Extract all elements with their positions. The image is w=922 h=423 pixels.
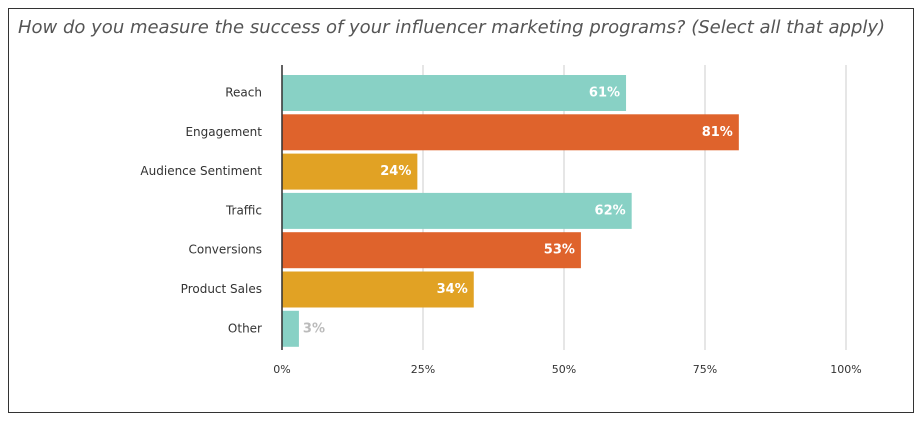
value-label: 62% [595, 203, 626, 218]
bar [282, 153, 418, 190]
y-tick-label: Other [228, 321, 262, 335]
bar [282, 232, 581, 269]
y-tick-label: Conversions [188, 243, 262, 257]
x-tick-label: 100% [830, 363, 861, 376]
y-tick-label: Product Sales [181, 282, 262, 296]
value-label: 53% [544, 243, 575, 258]
x-tick-label: 25% [411, 363, 435, 376]
bar [282, 75, 627, 111]
value-label: 24% [380, 164, 411, 179]
bar [282, 271, 474, 308]
value-label: 3% [303, 321, 325, 336]
frame [8, 8, 914, 413]
x-tick-label: 0% [273, 363, 290, 376]
x-tick-label: 50% [552, 363, 576, 376]
bar [282, 310, 299, 347]
y-tick-label: Engagement [185, 125, 262, 139]
y-tick-label: Audience Sentiment [140, 164, 262, 178]
value-label: 34% [437, 282, 468, 297]
y-tick-label: Reach [225, 86, 262, 100]
x-tick-label: 75% [693, 363, 717, 376]
y-tick-label: Traffic [225, 203, 262, 217]
bar [282, 114, 739, 151]
value-label: 81% [702, 125, 733, 140]
bar [282, 192, 632, 229]
chart-title: How do you measure the success of your i… [18, 17, 885, 38]
value-label: 61% [589, 86, 620, 101]
